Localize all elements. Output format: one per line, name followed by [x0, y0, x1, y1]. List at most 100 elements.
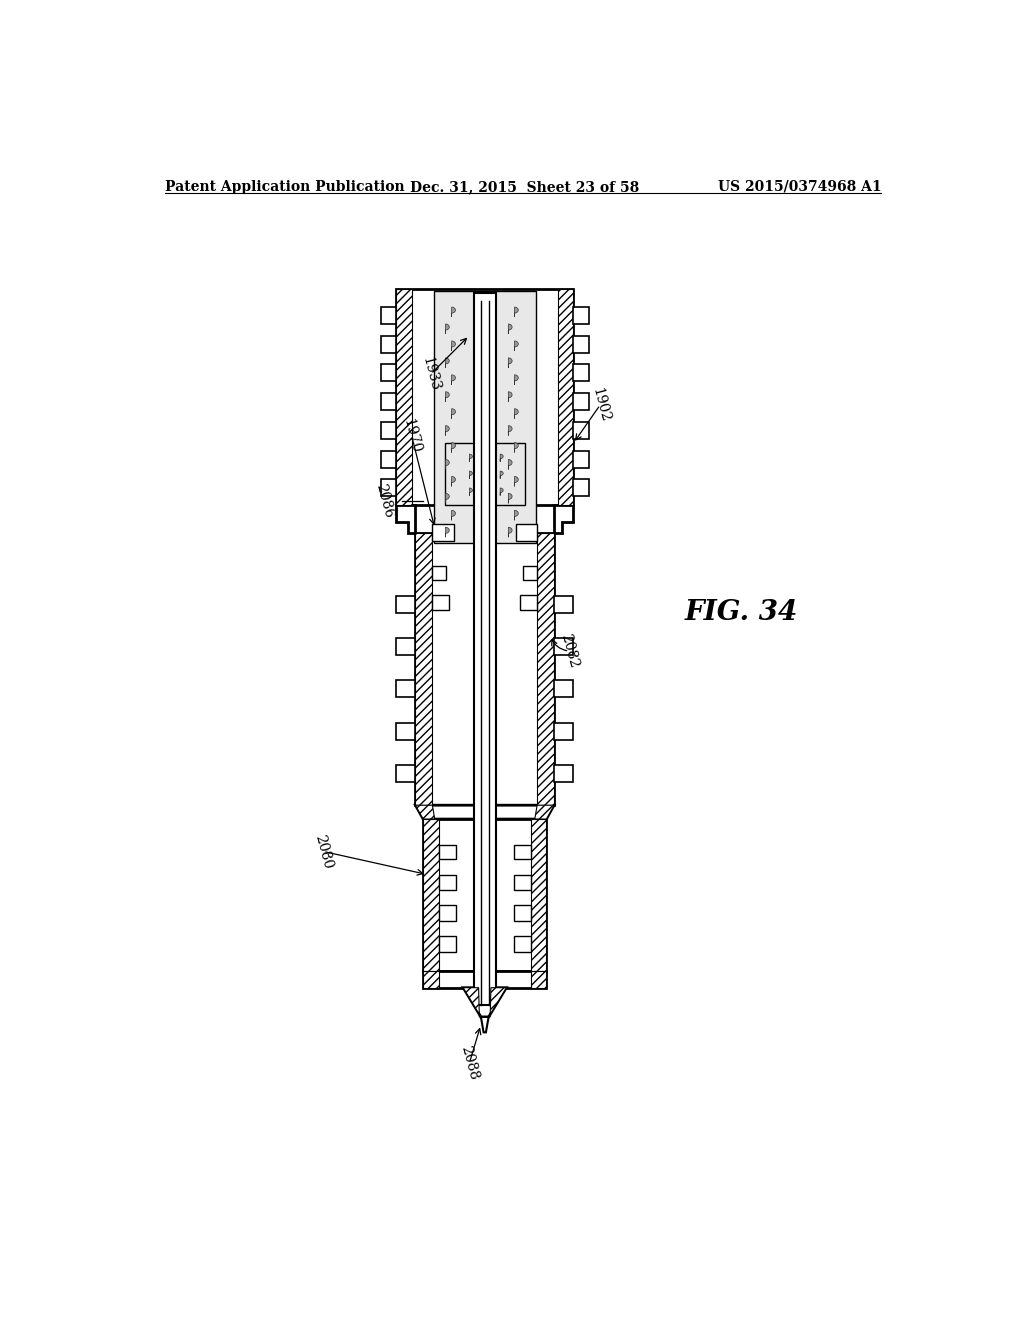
Polygon shape: [463, 987, 481, 1016]
Polygon shape: [488, 987, 506, 1016]
Polygon shape: [452, 341, 456, 351]
Bar: [423, 970, 547, 987]
Text: 1933: 1933: [420, 355, 442, 393]
Bar: [573, 479, 589, 496]
Bar: [438, 875, 456, 890]
Bar: [514, 845, 531, 859]
Polygon shape: [483, 409, 486, 418]
Bar: [554, 681, 573, 697]
Bar: [531, 970, 547, 987]
Polygon shape: [452, 409, 456, 418]
Bar: [514, 875, 531, 890]
Polygon shape: [508, 527, 512, 537]
Bar: [573, 306, 589, 323]
Polygon shape: [477, 494, 480, 503]
Polygon shape: [477, 527, 480, 537]
Polygon shape: [508, 392, 512, 401]
Bar: [531, 818, 547, 970]
Polygon shape: [469, 454, 472, 462]
Bar: [515, 524, 538, 541]
Text: 1902: 1902: [589, 385, 611, 424]
Text: FIG. 34: FIG. 34: [685, 599, 799, 626]
Bar: [438, 906, 456, 921]
Polygon shape: [452, 308, 456, 317]
Polygon shape: [508, 494, 512, 503]
Polygon shape: [452, 511, 456, 520]
Bar: [432, 595, 450, 610]
Bar: [396, 681, 416, 697]
Text: 1970: 1970: [400, 417, 423, 454]
Bar: [381, 306, 396, 323]
Polygon shape: [508, 459, 512, 470]
Bar: [538, 533, 554, 805]
Polygon shape: [483, 375, 486, 385]
Bar: [554, 638, 573, 655]
Bar: [523, 566, 538, 579]
Polygon shape: [500, 454, 503, 462]
Polygon shape: [477, 392, 480, 401]
Polygon shape: [508, 425, 512, 436]
Polygon shape: [514, 442, 518, 453]
Polygon shape: [514, 409, 518, 418]
Polygon shape: [481, 1016, 488, 1032]
Text: 2086: 2086: [374, 482, 396, 520]
Bar: [381, 364, 396, 381]
Bar: [432, 524, 454, 541]
Polygon shape: [514, 375, 518, 385]
Bar: [432, 566, 446, 579]
Polygon shape: [445, 459, 450, 470]
Polygon shape: [445, 358, 450, 368]
Polygon shape: [445, 392, 450, 401]
Polygon shape: [445, 494, 450, 503]
Bar: [438, 845, 456, 859]
Text: US 2015/0374968 A1: US 2015/0374968 A1: [718, 180, 882, 194]
Polygon shape: [535, 805, 554, 818]
Polygon shape: [445, 323, 450, 334]
Bar: [381, 422, 396, 438]
Bar: [416, 533, 432, 805]
Polygon shape: [483, 442, 486, 453]
Text: 2080: 2080: [311, 833, 335, 870]
Text: 2082: 2082: [558, 632, 581, 671]
Bar: [396, 289, 573, 506]
Bar: [381, 479, 396, 496]
Polygon shape: [483, 341, 486, 351]
Polygon shape: [500, 488, 503, 496]
Polygon shape: [469, 471, 472, 479]
Bar: [554, 766, 573, 781]
Polygon shape: [508, 323, 512, 334]
Bar: [573, 450, 589, 467]
Polygon shape: [445, 527, 450, 537]
Bar: [396, 638, 416, 655]
Polygon shape: [483, 308, 486, 317]
Polygon shape: [477, 323, 480, 334]
Polygon shape: [514, 477, 518, 487]
Bar: [554, 723, 573, 739]
Polygon shape: [477, 425, 480, 436]
Polygon shape: [463, 987, 506, 1016]
Polygon shape: [483, 477, 486, 487]
Bar: [573, 393, 589, 411]
Bar: [554, 595, 573, 612]
Polygon shape: [554, 506, 573, 533]
Bar: [381, 393, 396, 411]
Polygon shape: [452, 477, 456, 487]
Polygon shape: [514, 341, 518, 351]
Bar: [381, 335, 396, 352]
Polygon shape: [508, 358, 512, 368]
Polygon shape: [500, 471, 503, 479]
Bar: [573, 422, 589, 438]
Bar: [514, 936, 531, 952]
Polygon shape: [416, 805, 554, 818]
Bar: [396, 723, 416, 739]
Polygon shape: [416, 805, 435, 818]
Bar: [573, 335, 589, 352]
Bar: [396, 595, 416, 612]
Polygon shape: [514, 511, 518, 520]
Polygon shape: [452, 375, 456, 385]
Bar: [423, 818, 438, 970]
Bar: [474, 293, 496, 1006]
Polygon shape: [477, 358, 480, 368]
Bar: [573, 364, 589, 381]
Polygon shape: [469, 488, 472, 496]
